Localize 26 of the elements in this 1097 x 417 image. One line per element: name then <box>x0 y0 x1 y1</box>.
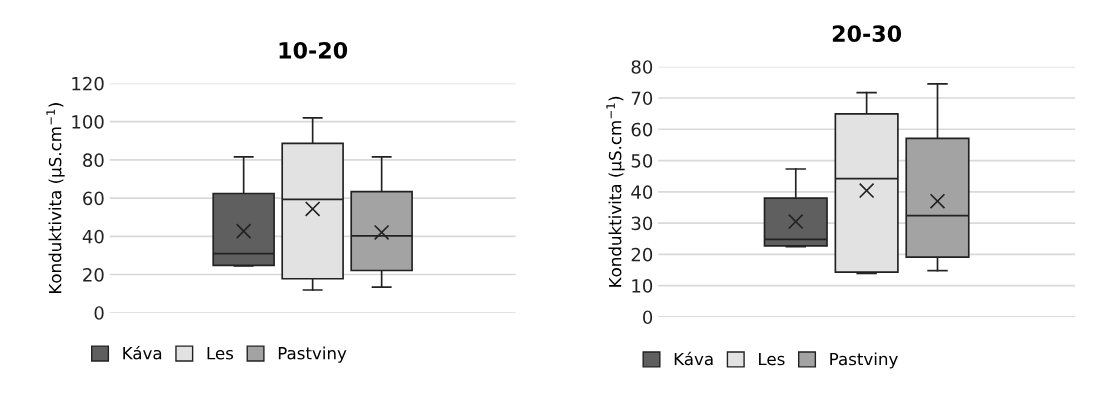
legend-label: Káva <box>674 351 713 366</box>
y-tick-label: 60 <box>83 191 104 206</box>
chart-title: 10-20 <box>279 41 348 59</box>
y-tick-label: 50 <box>631 154 653 168</box>
y-axis-title: Konduktivita (µS.cm$^{−1}$) <box>606 96 625 287</box>
y-tick-label: 40 <box>631 185 653 199</box>
y-tick-label: 60 <box>631 122 653 137</box>
y-tick-label: 100 <box>72 115 104 129</box>
legend-label: Pastviny <box>830 352 898 369</box>
y-tick-label: 40 <box>82 229 104 244</box>
y-tick-label: 80 <box>83 153 104 167</box>
y-tick-label: 80 <box>631 60 653 74</box>
y-tick-label: 120 <box>72 76 104 91</box>
y-tick-label: 10 <box>632 279 653 293</box>
legend-label: Les <box>759 352 785 366</box>
y-axis-title: Konduktivita (µS.cm$^{−1}$) <box>46 103 65 293</box>
legend-label: Les <box>207 347 234 360</box>
y-tick-label: 70 <box>631 91 653 106</box>
y-tick-label: 0 <box>94 306 104 320</box>
y-tick-label: 20 <box>631 247 653 262</box>
chart-title: 20-30 <box>832 25 902 43</box>
legend-label: Káva <box>123 345 162 360</box>
y-tick-label: 20 <box>83 267 104 282</box>
y-tick-label: 30 <box>631 216 653 231</box>
y-tick-label: 0 <box>643 310 653 325</box>
legend-label: Pastviny <box>278 346 347 363</box>
